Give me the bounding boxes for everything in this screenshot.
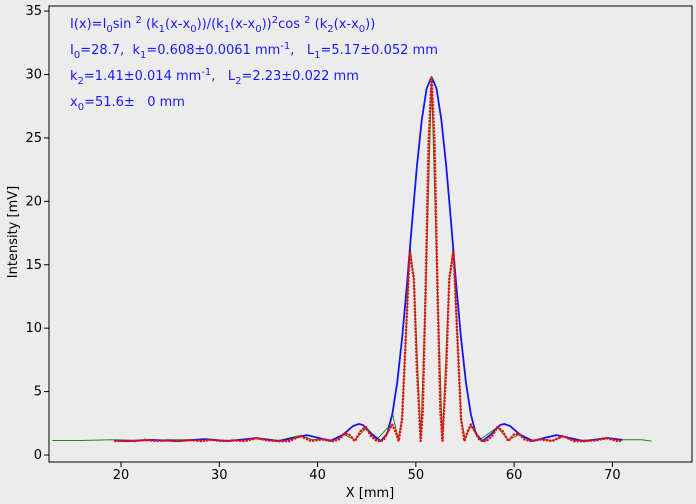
annotation-part: 2 [78, 76, 84, 87]
annotation-part: I [70, 43, 74, 58]
annotation-part: (x-x [334, 17, 359, 32]
annotation-part: (x-x [165, 17, 190, 32]
annotation: x0=51.6± 0 mm [70, 95, 185, 113]
annotation-part: )) [262, 17, 272, 32]
annotation-part: (k [142, 17, 159, 32]
annotation-part: ))/(k [197, 17, 225, 32]
annotation-part: =2.23±0.022 mm [241, 69, 358, 84]
x-tick-label: 50 [408, 468, 425, 483]
annotation-part: 0 [74, 50, 80, 61]
plot-frame [48, 5, 693, 463]
annotation-part: 0 [106, 24, 112, 35]
annotation-part: -1 [280, 41, 290, 52]
annotation-part: =51.6± 0 mm [84, 95, 185, 110]
y-tick-label: 5 [34, 385, 42, 400]
annotation-part: =0.608±0.0061 mm [146, 43, 280, 58]
y-tick-label: 0 [34, 448, 42, 463]
y-axis-label: Intensity [mV] [6, 186, 21, 278]
x-axis-label: X [mm] [346, 486, 395, 501]
x-tick-label: 20 [113, 468, 130, 483]
annotation-part: 0 [255, 24, 261, 35]
annotation-part: =1.41±0.014 mm [84, 69, 201, 84]
annotation-part: , L [290, 43, 315, 58]
y-tick-label: 10 [25, 321, 42, 336]
y-tick-label: 25 [25, 131, 42, 146]
y-tick-label: 20 [25, 194, 42, 209]
annotation-part: 2 [235, 76, 241, 87]
annotation-part: 1 [140, 50, 146, 61]
annotation: I(x)=I0sin 2 (k1(x-x0))/(k1(x-x0))2cos 2… [70, 15, 375, 35]
annotation-part: cos [278, 17, 304, 32]
annotation: k2=1.41±0.014 mm-1, L2=2.23±0.022 mm [70, 67, 359, 87]
annotation-part: 0 [78, 102, 84, 113]
annotation-part: 0 [359, 24, 365, 35]
x-tick-label: 40 [309, 468, 326, 483]
x-tick-label: 30 [211, 468, 228, 483]
annotation: I0=28.7, k1=0.608±0.0061 mm-1, L1=5.17±0… [70, 41, 438, 61]
annotation-part: 2 [327, 24, 333, 35]
y-tick-label: 30 [25, 67, 42, 82]
annotation-part: 1 [224, 24, 230, 35]
y-tick-label: 15 [25, 258, 42, 273]
annotation-part: (x-x [230, 17, 255, 32]
annotation-part: sin [113, 17, 136, 32]
fit-curve [113, 75, 624, 443]
annotation-part: 2 [304, 15, 310, 26]
annotation-part: (k [311, 17, 328, 32]
annotation-part: 2 [272, 15, 278, 26]
annotation-part: =28.7, k [80, 43, 140, 58]
annotation-part: =5.17±0.052 mm [320, 43, 437, 58]
annotation-part: 0 [190, 24, 196, 35]
annotation-part: 1 [314, 50, 320, 61]
annotation-part: , L [211, 69, 236, 84]
annotation-part: k [70, 69, 78, 84]
annotation-part: x [70, 95, 78, 110]
x-tick-label: 70 [604, 468, 621, 483]
x-tick-label: 60 [506, 468, 523, 483]
annotation-part: -1 [201, 67, 211, 78]
annotation-part: 2 [136, 15, 142, 26]
annotation-part: I(x)=I [70, 17, 106, 32]
y-tick-label: 35 [25, 4, 42, 19]
annotation-part: )) [365, 17, 375, 32]
annotation-part: 1 [159, 24, 165, 35]
